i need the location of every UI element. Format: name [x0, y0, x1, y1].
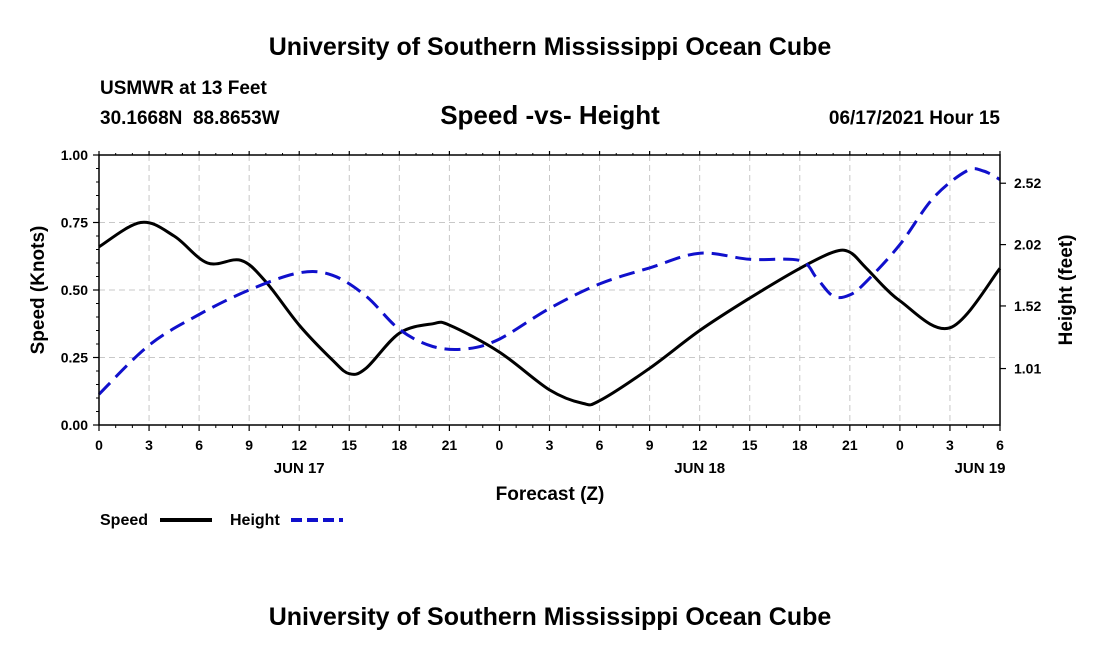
- x-tick-label: 6: [996, 437, 1004, 453]
- x-tick-label: 15: [341, 437, 357, 453]
- y-axis-right: 1.01 1.52 2.02 2.52: [1000, 175, 1041, 377]
- station-coordinates: 30.1668N 88.8653W: [100, 108, 280, 129]
- x-axis-label: Forecast (Z): [496, 484, 605, 505]
- x-tick-label: 21: [842, 437, 858, 453]
- x-axis: 0 3 6 9 12 15 18 21 0 3 6 9 12 15 18 21 0 3 6 JUN 17 JUN 18 J…: [95, 151, 1005, 477]
- x-date-label: JUN 19: [955, 460, 1006, 477]
- legend: Speed Height: [100, 512, 343, 529]
- y-tick-label: 0.50: [61, 282, 88, 298]
- grid-lines: [99, 155, 1000, 425]
- x-tick-label: 9: [245, 437, 253, 453]
- page-title-top: University of Southern Mississippi Ocean…: [269, 33, 832, 61]
- page-title-bottom: University of Southern Mississippi Ocean…: [269, 603, 832, 631]
- y2-tick-label: 1.01: [1014, 361, 1041, 377]
- forecast-timestamp: 06/17/2021 Hour 15: [829, 108, 1001, 129]
- x-tick-label: 18: [392, 437, 408, 453]
- x-tick-label: 3: [546, 437, 554, 453]
- y2-tick-label: 2.52: [1014, 175, 1041, 191]
- x-tick-label: 21: [442, 437, 458, 453]
- x-tick-label: 18: [792, 437, 808, 453]
- x-tick-label: 3: [946, 437, 954, 453]
- speed-series-line: [98, 220, 1002, 407]
- legend-speed-label: Speed: [100, 512, 148, 529]
- x-tick-label: 0: [496, 437, 504, 453]
- x-tick-label: 15: [742, 437, 758, 453]
- x-tick-label: 0: [95, 437, 103, 453]
- y-axis-left: 0.00 0.25 0.50 0.75 1.00: [61, 147, 99, 433]
- y-tick-label: 0.75: [61, 215, 88, 231]
- x-tick-label: 3: [145, 437, 153, 453]
- y-tick-label: 0.25: [61, 350, 88, 366]
- y2-tick-label: 1.52: [1014, 298, 1041, 314]
- x-tick-label: 12: [692, 437, 708, 453]
- x-date-label: JUN 18: [674, 460, 725, 477]
- x-tick-label: 9: [646, 437, 654, 453]
- y-axis-label: Speed (Knots): [28, 226, 49, 355]
- y2-tick-label: 2.02: [1014, 237, 1041, 253]
- height-series-line: [97, 167, 1001, 396]
- station-label: USMWR at 13 Feet: [100, 78, 267, 99]
- plot-series: [97, 167, 1002, 407]
- legend-height-label: Height: [230, 512, 280, 529]
- x-date-label: JUN 17: [274, 460, 325, 477]
- x-tick-label: 6: [195, 437, 203, 453]
- chart-title: Speed -vs- Height: [440, 100, 660, 130]
- x-tick-label: 12: [291, 437, 307, 453]
- x-tick-label: 0: [896, 437, 904, 453]
- y-tick-label: 0.00: [61, 417, 88, 433]
- y-tick-label: 1.00: [61, 147, 88, 163]
- x-tick-label: 6: [596, 437, 604, 453]
- y2-axis-label: Height (feet): [1056, 235, 1077, 346]
